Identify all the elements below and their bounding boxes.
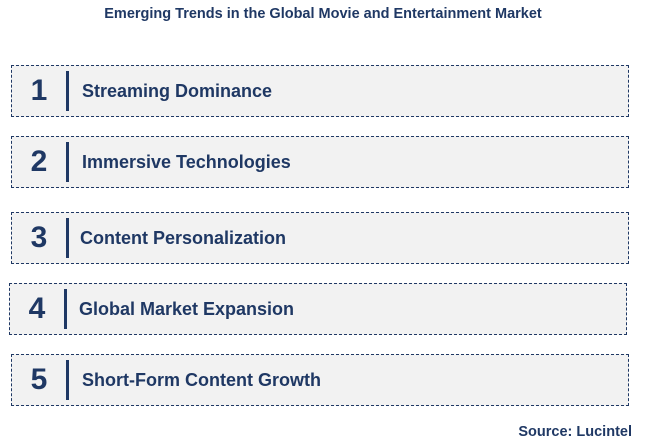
divider-bar: [66, 360, 69, 400]
trend-number: 4: [28, 292, 46, 325]
trend-number: 2: [30, 145, 48, 178]
divider-bar: [66, 71, 69, 111]
trend-label: Streaming Dominance: [82, 80, 273, 101]
divider-bar: [66, 218, 69, 258]
trend-row-1: 1 Streaming Dominance: [11, 65, 629, 117]
trend-label: Short-Form Content Growth: [82, 369, 321, 390]
source-credit: Source: Lucintel: [518, 424, 632, 440]
trend-number: 3: [30, 221, 48, 254]
trend-row-2: 2 Immersive Technologies: [11, 136, 629, 188]
divider-bar: [66, 142, 69, 182]
trend-number: 1: [30, 74, 48, 107]
trend-row-5: 5 Short-Form Content Growth: [11, 354, 629, 406]
trend-row-3: 3 Content Personalization: [11, 212, 629, 264]
diagram-title: Emerging Trends in the Global Movie and …: [104, 6, 542, 22]
trend-number: 5: [30, 363, 48, 396]
trend-label: Global Market Expansion: [79, 298, 295, 319]
trend-row-4: 4 Global Market Expansion: [9, 283, 627, 335]
divider-bar: [64, 289, 67, 329]
trend-label: Immersive Technologies: [82, 151, 291, 172]
trend-label: Content Personalization: [80, 227, 287, 248]
